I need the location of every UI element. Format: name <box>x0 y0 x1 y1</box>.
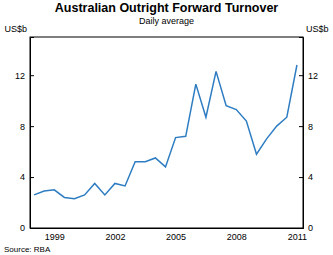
tick-label: 2002 <box>105 232 125 242</box>
source: Source: RBA <box>4 245 51 254</box>
marks <box>34 65 297 199</box>
tick: 2008 <box>227 228 247 242</box>
tick-mark <box>299 75 303 76</box>
tick-label: 12 <box>15 71 25 81</box>
tick-mark <box>30 126 34 127</box>
tick-mark <box>30 75 34 76</box>
tick: 8 <box>20 122 34 132</box>
subtitle: Daily average <box>139 16 194 26</box>
plot-frame <box>30 37 303 228</box>
tick: 12 <box>299 71 318 81</box>
tick: 4 <box>20 172 34 182</box>
y-label: US$b <box>306 24 329 34</box>
tick-label: 4 <box>20 172 25 182</box>
y-label: US$b <box>4 24 27 34</box>
title: Australian Outright Forward Turnover <box>55 1 279 15</box>
tick-label: 2011 <box>288 232 307 242</box>
tick-label: 8 <box>308 122 313 132</box>
line <box>34 65 297 199</box>
tick-label: 0 <box>20 223 25 233</box>
tick: 2011 <box>288 228 307 242</box>
tick-label: 4 <box>308 172 313 182</box>
tick-mark <box>299 177 303 178</box>
tick: 12 <box>15 71 34 81</box>
tick-label: 8 <box>20 122 25 132</box>
tick-mark <box>299 126 303 127</box>
axis-line <box>31 38 35 229</box>
tick-mark <box>30 177 34 178</box>
tick-label: 0 <box>308 223 313 233</box>
tick-label: 1999 <box>45 232 65 242</box>
y-axis-left: 0 4 8 12 <box>15 38 34 234</box>
x-axis: 1999 2002 2005 2008 2011 <box>31 228 308 242</box>
tick-label: 2005 <box>166 232 186 242</box>
tick-label: 12 <box>308 71 318 81</box>
axis-line <box>299 38 304 229</box>
tick-label: 2008 <box>227 232 247 242</box>
tick: 2005 <box>166 228 186 242</box>
tick: 1999 <box>45 228 65 242</box>
tick: 2002 <box>105 228 125 242</box>
axis-line <box>31 228 304 229</box>
y-axis-right: 0 4 8 12 <box>299 38 318 234</box>
tick: 8 <box>299 122 313 132</box>
chart: Australian Outright Forward TurnoverDail… <box>0 0 333 255</box>
tick: 4 <box>299 172 313 182</box>
plot: 0 4 8 12 0 4 8 12 1999 2002 2005 2008 2011 <box>15 37 318 242</box>
